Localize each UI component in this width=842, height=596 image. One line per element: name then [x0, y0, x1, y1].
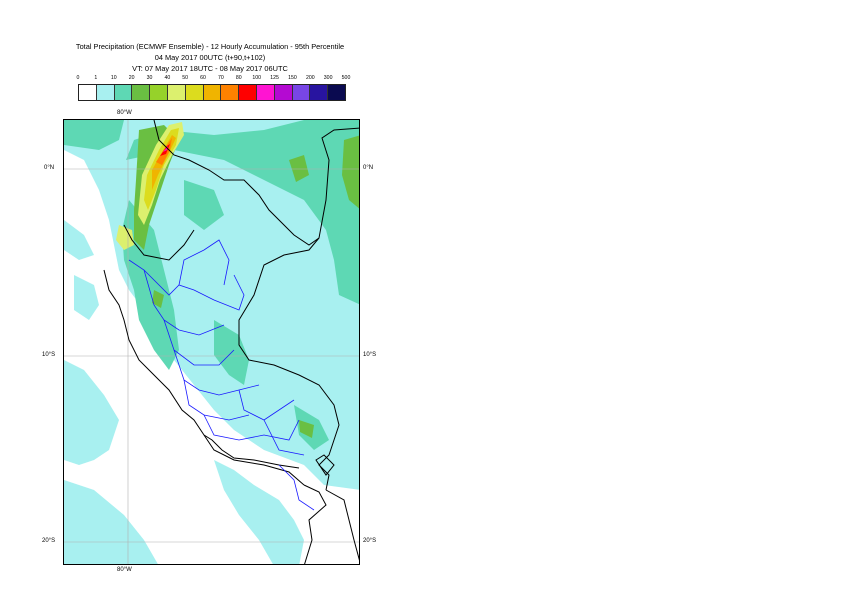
- base-time: 04 May 2017 00UTC (t+90,t+102): [154, 53, 266, 62]
- legend-swatch: [274, 85, 293, 100]
- lat-label-left-0: 0°N: [44, 165, 55, 171]
- legend-swatch: [167, 85, 186, 100]
- legend-swatch: [96, 85, 115, 100]
- legend-swatch: [114, 85, 133, 100]
- lat-label-left-1: 10°S: [42, 352, 56, 358]
- lat-label-right-1: 10°S: [363, 352, 377, 358]
- regional-borders: [128, 239, 315, 511]
- lat-label-right-0: 0°N: [363, 165, 374, 171]
- chart-title: Total Precipitation (ECMWF Ensemble) - 1…: [75, 42, 345, 51]
- legend-tick-label: 1: [94, 75, 98, 81]
- legend-tick-label: 30: [146, 75, 153, 81]
- legend-tick-label: 500: [341, 75, 351, 81]
- legend-swatch: [239, 85, 257, 100]
- map-canvas: [64, 120, 359, 564]
- legend-tick-label: 300: [323, 75, 333, 81]
- legend-swatch: [256, 85, 275, 100]
- legend-swatch: [292, 85, 311, 100]
- legend-swatch: [203, 85, 222, 100]
- lat-label-left-2: 20°S: [42, 538, 56, 544]
- legend-swatch: [185, 85, 204, 100]
- legend-tick-label: 50: [182, 75, 189, 81]
- precipitation-map: [63, 119, 360, 565]
- legend-swatch: [310, 85, 329, 100]
- legend-tick-label: 40: [164, 75, 171, 81]
- valid-time: VT: 07 May 2017 18UTC - 08 May 2017 06UT…: [132, 64, 288, 73]
- lat-label-right-2: 20°S: [363, 538, 377, 544]
- legend-swatch: [79, 85, 97, 100]
- legend-tick-label: 60: [200, 75, 206, 81]
- legend-swatch: [328, 85, 345, 100]
- legend-tick-label: 80: [235, 75, 242, 81]
- legend-tick-label: 150: [288, 75, 297, 81]
- bottom-longitude-label: 80°W: [117, 567, 132, 573]
- color-legend: [78, 84, 346, 101]
- legend-tick-label: 125: [270, 75, 279, 81]
- legend-tick-label: 20: [128, 75, 135, 81]
- top-longitude-label: 80°W: [117, 110, 132, 116]
- legend-swatch: [132, 85, 151, 100]
- legend-tick-label: 10: [110, 75, 117, 81]
- legend-tick-label: 0: [76, 75, 80, 81]
- legend-tick-label: 100: [252, 75, 261, 81]
- legend-tick-label: 200: [305, 75, 315, 81]
- legend-swatch: [150, 85, 168, 100]
- legend-swatch: [221, 85, 240, 100]
- legend-tick-label: 70: [218, 75, 224, 81]
